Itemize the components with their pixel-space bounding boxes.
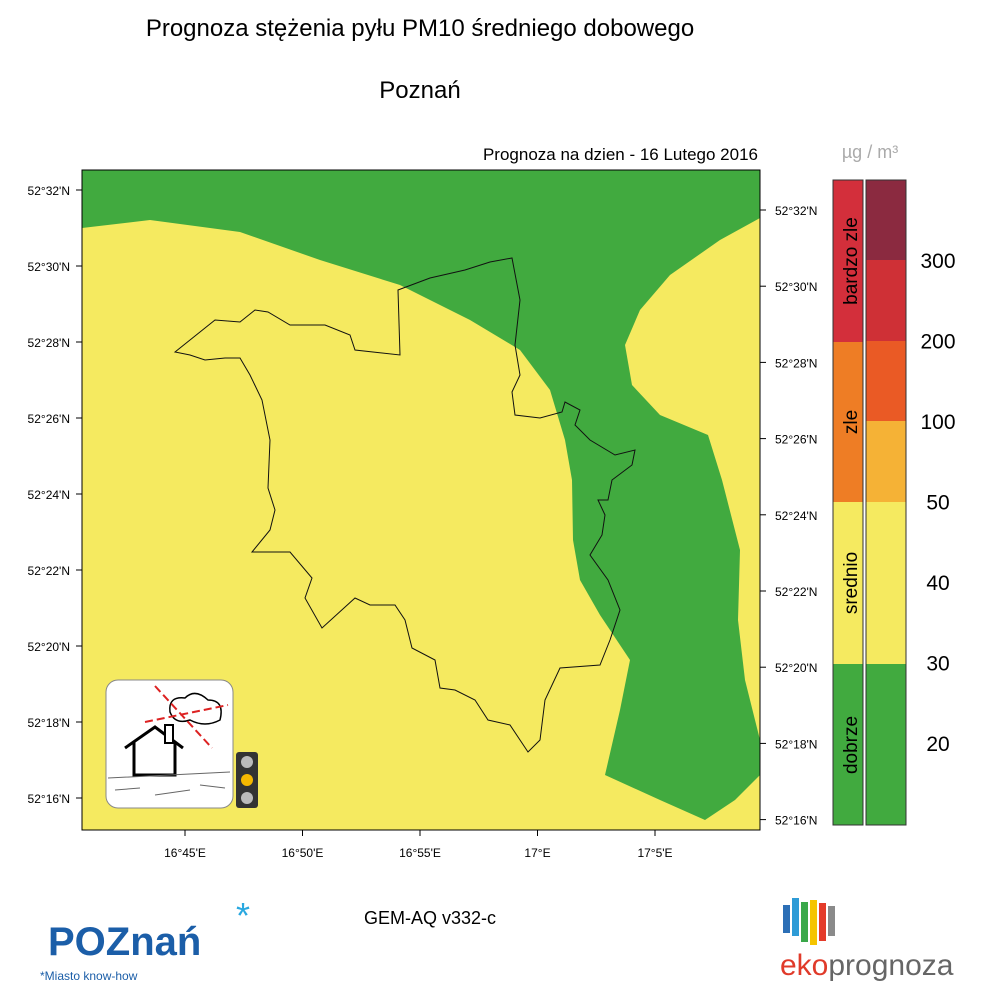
lon-label: 16°45'E bbox=[164, 846, 206, 860]
lat-label-right: 52°20'N bbox=[775, 661, 817, 675]
icon bbox=[105, 679, 258, 809]
legend-band-dobrze bbox=[833, 664, 863, 825]
icon-chimney bbox=[164, 724, 174, 744]
logo-bar bbox=[810, 900, 817, 945]
logo-bar bbox=[792, 898, 799, 936]
lat-label-left: 52°24'N bbox=[28, 488, 70, 502]
legend-scale-4 bbox=[866, 421, 906, 502]
legend-scale-2 bbox=[866, 260, 906, 341]
legend-band-bardzo-zle bbox=[833, 180, 863, 342]
lat-label-left: 52°32'N bbox=[28, 184, 70, 198]
logo-poznan-text: POZnań bbox=[48, 920, 201, 964]
lat-label-left: 52°28'N bbox=[28, 336, 70, 350]
legend-level: 40 bbox=[926, 572, 949, 595]
lat-label-left: 52°18'N bbox=[28, 716, 70, 730]
logo-ekoprognoza-text: ekoprognoza bbox=[780, 949, 954, 982]
light-middle bbox=[241, 774, 253, 786]
logo-bar bbox=[783, 905, 790, 933]
legend: bardzo zle zle srednio dobrze 300 200 100 50 40 3… bbox=[832, 179, 956, 826]
map-frame bbox=[81, 169, 761, 831]
lat-label-right: 52°28'N bbox=[775, 356, 817, 370]
lon-label: 17°E bbox=[524, 846, 550, 860]
legend-frame-left bbox=[832, 179, 864, 826]
logo-ekoprognoza: ekoprognoza bbox=[780, 898, 954, 982]
lat-label-right: 52°26'N bbox=[775, 433, 817, 447]
lat-label-left: 52°16'N bbox=[28, 792, 70, 806]
lat-label-left: 52°30'N bbox=[28, 260, 70, 274]
legend-level: 200 bbox=[920, 331, 955, 354]
lon-label: 17°5'E bbox=[637, 846, 672, 860]
lon-label: 16°50'E bbox=[282, 846, 324, 860]
logo-poznan: POZnań * *Miasto know-how bbox=[40, 895, 250, 983]
legend-level: 30 bbox=[926, 653, 949, 676]
legend-category: bardzo zle bbox=[841, 217, 862, 305]
legend-scale-3 bbox=[866, 341, 906, 421]
logo-poznan-tagline: *Miasto know-how bbox=[40, 969, 138, 983]
lat-label-right: 52°16'N bbox=[775, 814, 817, 828]
lat-label-right: 52°22'N bbox=[775, 585, 817, 599]
legend-category: srednio bbox=[841, 552, 862, 614]
logo-poznan-star: * bbox=[236, 895, 250, 936]
legend-level: 100 bbox=[920, 411, 955, 434]
legend-band-zle bbox=[833, 342, 863, 502]
model-name: GEM-AQ v332-c bbox=[364, 908, 496, 928]
legend-category: dobrze bbox=[841, 716, 862, 774]
lat-label-right: 52°18'N bbox=[775, 737, 817, 751]
lat-label-left: 52°22'N bbox=[28, 564, 70, 578]
icon-cross bbox=[144, 685, 229, 749]
forecast-date: Prognoza na dzien - 16 Lutego 2016 bbox=[483, 145, 758, 164]
light-bottom bbox=[241, 792, 253, 804]
logo-bar bbox=[828, 906, 835, 936]
lat-label-right: 52°24'N bbox=[775, 509, 817, 523]
city: Poznań bbox=[379, 77, 460, 104]
lat-label-right: 52°30'N bbox=[775, 280, 817, 294]
legend-level: 50 bbox=[926, 492, 949, 515]
lon-label: 16°55'E bbox=[399, 846, 441, 860]
icon-ground bbox=[107, 771, 231, 796]
city-boundary bbox=[173, 257, 636, 753]
title: Prognoza stężenia pyłu PM10 średniego do… bbox=[146, 15, 694, 42]
logo-prognoza: prognoza bbox=[828, 949, 953, 982]
legend-scale-6 bbox=[866, 664, 906, 825]
legend-labels: bardzo zle zle srednio dobrze 300 200 100 50 40 3… bbox=[841, 217, 956, 774]
legend-band-srednio bbox=[833, 502, 863, 664]
map-labels: 52°32'N 52°30'N 52°28'N 52°26'N 52°24'N 52°22… bbox=[28, 184, 818, 860]
lat-label-left: 52°26'N bbox=[28, 412, 70, 426]
logo-bar bbox=[819, 903, 826, 941]
lat-label-left: 52°20'N bbox=[28, 640, 70, 654]
legend-frame-right bbox=[865, 179, 907, 826]
legend-category: zle bbox=[841, 410, 862, 434]
legend-level: 20 bbox=[926, 733, 949, 756]
legend-scale-1 bbox=[866, 180, 906, 260]
legend-scale-5 bbox=[866, 502, 906, 664]
lat-label-right: 52°32'N bbox=[775, 204, 817, 218]
unit: µg / m³ bbox=[842, 142, 898, 162]
map-green bbox=[82, 170, 760, 820]
light-top bbox=[241, 756, 253, 768]
legend-level: 300 bbox=[920, 250, 955, 273]
logo-eko: eko bbox=[780, 949, 828, 982]
logo-bar bbox=[801, 902, 808, 942]
